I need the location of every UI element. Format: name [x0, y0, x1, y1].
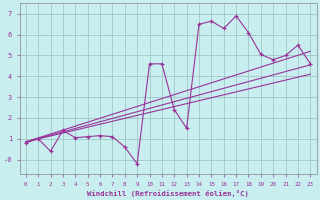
X-axis label: Windchill (Refroidissement éolien,°C): Windchill (Refroidissement éolien,°C): [87, 190, 249, 197]
